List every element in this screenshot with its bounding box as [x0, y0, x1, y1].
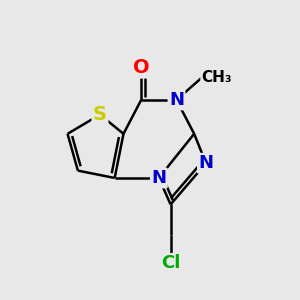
Text: O: O	[133, 58, 149, 77]
Text: N: N	[151, 169, 166, 187]
Text: CH₃: CH₃	[202, 70, 232, 86]
Text: S: S	[93, 105, 107, 124]
Text: N: N	[198, 154, 213, 172]
Text: N: N	[169, 91, 184, 109]
Text: Cl: Cl	[161, 254, 180, 272]
